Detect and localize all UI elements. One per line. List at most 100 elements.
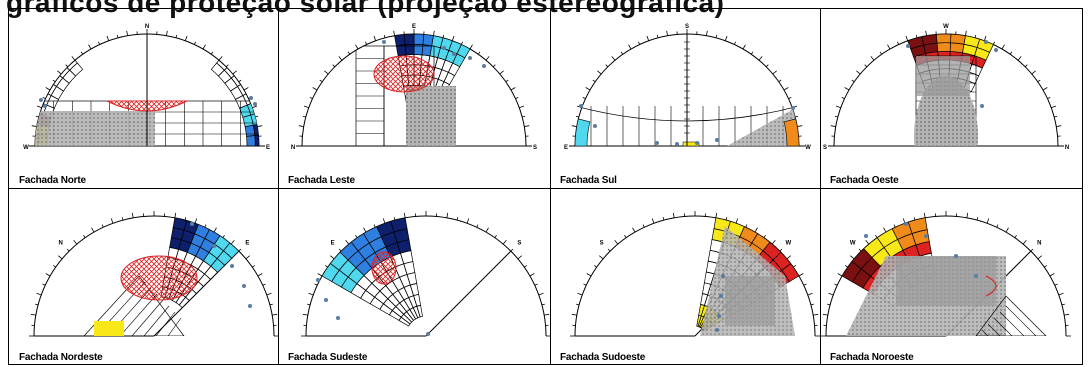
panel-fachada-oeste: S W N Fachada Oeste (820, 9, 1084, 188)
dial-tick (835, 105, 841, 109)
panel-caption: Fachada Leste (288, 175, 355, 186)
dial-tick (1031, 70, 1036, 75)
dial-tick (1037, 255, 1043, 260)
dial-tick (1005, 227, 1009, 233)
mesh-cell (422, 34, 434, 47)
dial-tick (433, 30, 435, 36)
sun-path-point (906, 44, 910, 48)
panel-caption: Fachada Noroeste (830, 352, 914, 363)
dial-tick (1022, 239, 1027, 245)
dial-tick (302, 313, 308, 316)
dial-tick (45, 87, 51, 91)
mesh-cell (243, 61, 259, 78)
dial-tick (966, 212, 969, 218)
mesh-cell (243, 76, 259, 93)
mesh-cell (9, 105, 19, 120)
mesh-cell (35, 56, 44, 74)
mesh-cell (9, 76, 22, 92)
dial-tick (31, 125, 37, 127)
mesh-cell (394, 34, 406, 47)
sun-path-point (442, 46, 446, 50)
mesh-cell (270, 92, 278, 107)
mesh-cell (42, 67, 57, 83)
sun-path-point (719, 294, 723, 298)
dial-arc (574, 215, 816, 337)
mesh-cell (237, 67, 252, 83)
mesh-cell (250, 56, 259, 74)
mesh-cell (949, 42, 965, 54)
obstruction-mask (896, 256, 996, 306)
dial-tick (925, 30, 927, 36)
dial-tick (451, 35, 455, 41)
mesh-cell (42, 52, 59, 69)
sun-path-point (316, 278, 320, 282)
sun-chart-diagram: W N E (9, 24, 278, 151)
mesh-cell (35, 51, 38, 69)
dial-tick (797, 125, 803, 127)
dial-tick (298, 125, 304, 127)
sun-path-point (980, 104, 984, 108)
dial-tick (905, 35, 909, 41)
cardinal-label-top: S (685, 24, 689, 30)
mesh-cell (69, 62, 84, 77)
dial-arc (33, 215, 275, 337)
mesh-cell (9, 103, 11, 119)
cardinal-label-left: N (291, 145, 295, 151)
mesh-cell (369, 296, 384, 310)
dial-tick (194, 218, 198, 224)
mesh-outline (383, 45, 435, 146)
mesh-cell (257, 67, 259, 85)
panel-fachada-leste: N E S Fachada Leste (278, 9, 550, 188)
panel-caption: Fachada Sudeste (288, 352, 368, 363)
shading-mask (321, 217, 423, 327)
dial-tick (312, 87, 318, 91)
mesh-cell (45, 36, 62, 54)
dial-tick (45, 273, 51, 277)
mesh-cell (50, 85, 64, 100)
mesh-line (981, 329, 989, 336)
cardinal-label-right: N (1065, 145, 1069, 151)
mesh-cell (51, 43, 68, 59)
dial-tick (544, 313, 550, 316)
mesh-cell (16, 80, 29, 96)
obstruction-mask (916, 56, 970, 96)
mesh-line (987, 323, 1001, 336)
dial-tick (517, 255, 523, 260)
mesh-cell (950, 34, 966, 45)
sun-path-point (715, 328, 719, 332)
mesh-cell (16, 108, 27, 122)
dial-tick (666, 30, 668, 36)
shading-mask (907, 34, 994, 146)
dial-tick (499, 70, 504, 75)
mesh-cell (241, 46, 258, 63)
panel-caption: Fachada Sul (560, 175, 617, 186)
panel-fachada-norte: W N E Fachada Norte (9, 9, 278, 188)
mesh-cell (14, 133, 23, 146)
dial-tick (257, 125, 263, 127)
mesh-cell (172, 217, 188, 231)
dial-tick (771, 239, 776, 245)
dial-tick (822, 313, 828, 316)
sun-path-point (717, 314, 721, 318)
dial-tick (106, 35, 110, 41)
dial-tick (324, 70, 329, 75)
dial-tick (772, 70, 777, 75)
dial-tick (646, 35, 650, 41)
shading-mask (841, 217, 1047, 336)
sun-path-point (954, 254, 958, 258)
dial-tick (1049, 273, 1055, 277)
shading-mask (696, 217, 800, 336)
mesh-cell (246, 135, 256, 146)
dial-tick (469, 44, 473, 50)
mesh-cell (229, 57, 245, 74)
mesh-line (999, 311, 1025, 336)
dial-tick (870, 56, 875, 61)
sun-path-point (452, 52, 456, 56)
sun-path-point (791, 106, 795, 110)
sun-path-point (675, 142, 679, 146)
dial-tick (252, 105, 258, 109)
mesh-cell (9, 89, 16, 105)
